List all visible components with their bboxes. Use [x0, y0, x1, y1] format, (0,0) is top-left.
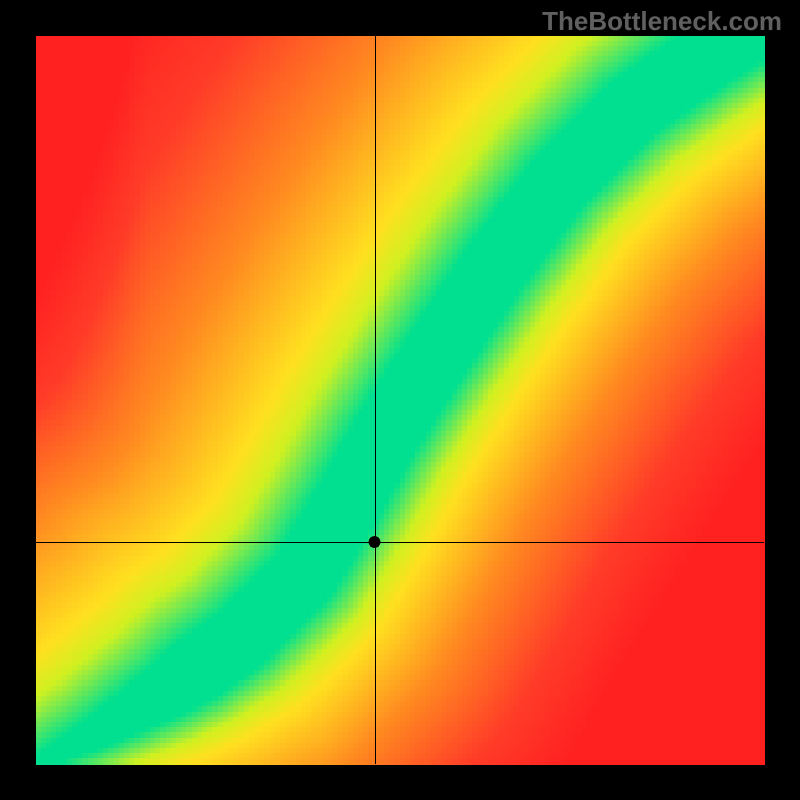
watermark-text: TheBottleneck.com — [542, 6, 782, 37]
chart-container: TheBottleneck.com — [0, 0, 800, 800]
bottleneck-heatmap — [0, 0, 800, 800]
